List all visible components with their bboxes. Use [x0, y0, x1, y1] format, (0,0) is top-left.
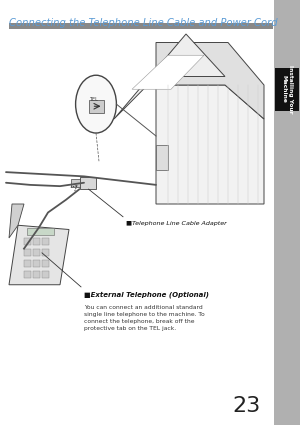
Bar	[42, 238, 49, 245]
Bar	[88, 100, 104, 113]
Bar	[33, 271, 40, 278]
Bar	[9, 23, 273, 29]
Text: Connecting the Telephone Line Cable and Power Cord: Connecting the Telephone Line Cable and …	[9, 18, 278, 28]
Bar	[24, 260, 31, 267]
Text: ■Telephone Line Cable Adapter: ■Telephone Line Cable Adapter	[126, 221, 227, 226]
Bar	[71, 179, 80, 187]
Polygon shape	[9, 204, 24, 238]
Text: Installing Your
Machine: Installing Your Machine	[281, 65, 293, 113]
Polygon shape	[9, 225, 69, 285]
Polygon shape	[156, 42, 264, 119]
Bar	[33, 249, 40, 256]
Bar	[42, 260, 49, 267]
Bar	[42, 271, 49, 278]
Bar	[24, 238, 31, 245]
Text: ■External Telephone (Optional): ■External Telephone (Optional)	[84, 291, 209, 298]
Polygon shape	[132, 55, 204, 89]
Bar	[42, 249, 49, 256]
Bar	[275, 68, 298, 110]
Bar	[33, 238, 40, 245]
Bar	[274, 0, 300, 425]
Bar	[156, 144, 168, 170]
Polygon shape	[114, 34, 225, 119]
Bar	[80, 177, 96, 189]
Polygon shape	[156, 85, 264, 204]
Bar	[24, 271, 31, 278]
Bar	[27, 228, 54, 235]
Text: You can connect an additional standard
single line telephone to the machine. To
: You can connect an additional standard s…	[84, 305, 205, 332]
Text: 23: 23	[233, 396, 261, 416]
Text: TEL: TEL	[88, 96, 98, 102]
Bar	[24, 249, 31, 256]
Circle shape	[76, 75, 116, 133]
Bar	[33, 260, 40, 267]
